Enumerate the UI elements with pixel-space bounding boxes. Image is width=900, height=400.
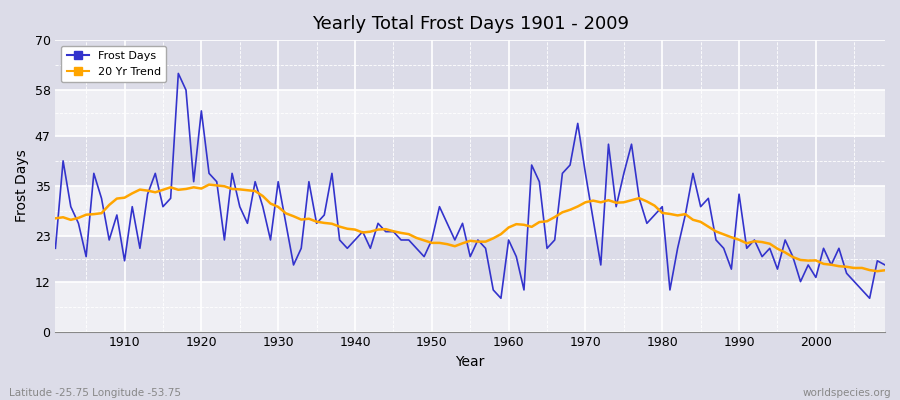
- Bar: [56, 90, 885, 136]
- Title: Yearly Total Frost Days 1901 - 2009: Yearly Total Frost Days 1901 - 2009: [311, 15, 629, 33]
- Bar: [56, 186, 885, 236]
- Bar: [56, 282, 885, 332]
- Text: worldspecies.org: worldspecies.org: [803, 388, 891, 398]
- Text: Latitude -25.75 Longitude -53.75: Latitude -25.75 Longitude -53.75: [9, 388, 181, 398]
- Legend: Frost Days, 20 Yr Trend: Frost Days, 20 Yr Trend: [61, 46, 166, 82]
- Y-axis label: Frost Days: Frost Days: [15, 150, 29, 222]
- X-axis label: Year: Year: [455, 355, 485, 369]
